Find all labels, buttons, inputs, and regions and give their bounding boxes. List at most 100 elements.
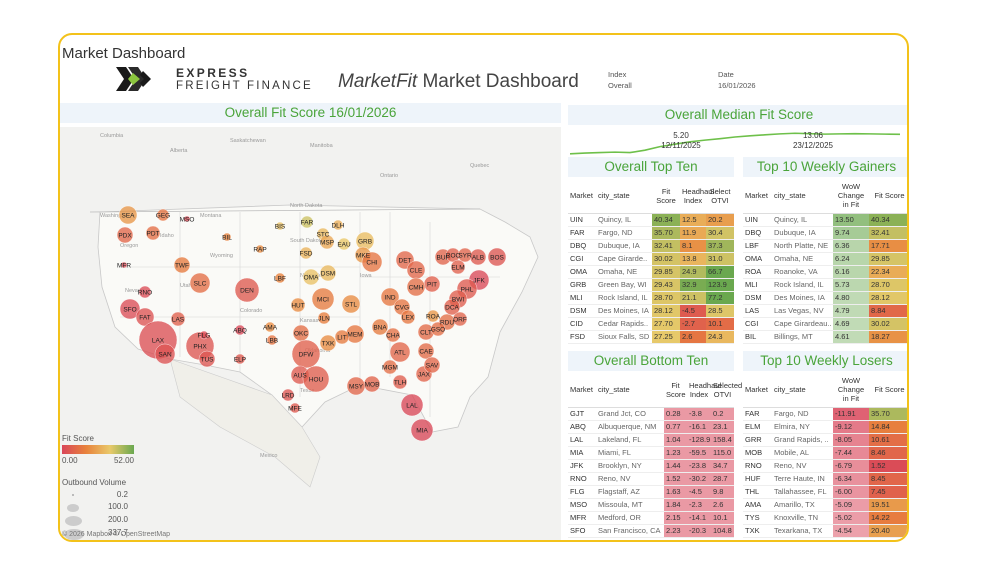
fit-score-map[interactable]: Columbia Alberta Saskatchewan Manitoba Ontar… [60,127,561,542]
date-filter[interactable]: Date 16/01/2026 [718,69,756,91]
market-bubble[interactable] [319,234,335,250]
market-bubble[interactable] [116,226,134,244]
table-row[interactable]: CGI Cape Girarde.. 30.02 13.8 31.0 [568,252,734,266]
table-row[interactable]: DSM Des Moines, IA 28.12 -4.5 28.5 [568,304,734,318]
table-row[interactable]: HUF Terre Haute, IN -6.34 8.45 [743,472,907,486]
market-bubble[interactable] [299,246,313,260]
market-bubble[interactable] [170,311,186,327]
market-bubble[interactable] [385,327,401,343]
table-row[interactable]: DBQ Dubuque, IA 9.74 32.41 [743,226,907,240]
column-header[interactable]: city_state [596,373,664,408]
market-bubble[interactable] [183,215,191,223]
market-bubble[interactable] [173,256,191,274]
market-bubble[interactable] [266,334,278,346]
table-row[interactable]: TYS Knoxville, TN -5.02 14.22 [743,511,907,525]
market-bubble[interactable] [189,272,211,294]
market-bubble[interactable] [319,264,337,282]
market-bubble[interactable] [138,285,152,299]
market-bubble[interactable] [406,277,426,297]
table-row[interactable]: GJT Grand Jct, CO 0.28 -3.8 0.2 [568,407,734,421]
index-value[interactable]: Overall [608,81,632,90]
market-bubble[interactable] [290,297,306,313]
market-bubble[interactable] [275,221,285,231]
market-bubble[interactable] [319,334,337,352]
market-bubble[interactable] [145,225,161,241]
table-row[interactable]: OMA Omaha, NE 6.24 29.85 [743,252,907,266]
market-bubble[interactable] [289,402,301,414]
table-row[interactable]: DSM Des Moines, IA 4.80 28.12 [743,291,907,305]
market-bubble[interactable] [291,339,321,369]
market-bubble[interactable] [199,330,209,340]
table-row[interactable]: ROA Roanoke, VA 6.16 22.34 [743,265,907,279]
market-bubble[interactable] [361,251,383,273]
table-row[interactable]: SFO San Francisco, CA 2.23 -20.3 104.8 [568,524,734,538]
table-row[interactable]: RNO Reno, NV 1.52 -30.2 28.7 [568,472,734,486]
market-bubble[interactable] [302,365,330,393]
table-row[interactable]: MLI Rock Island, IL 5.73 28.70 [743,278,907,292]
table-row[interactable]: GRR Grand Rapids, .. -8.05 10.61 [743,433,907,447]
table-row[interactable]: LAS Las Vegas, NV 4.79 8.84 [743,304,907,318]
market-bubble[interactable] [426,309,440,323]
market-bubble[interactable] [469,248,487,266]
market-bubble[interactable] [389,341,411,363]
table-row[interactable]: AMA Amarillo, TX -5.09 19.51 [743,498,907,512]
market-bubble[interactable] [154,343,176,365]
market-bubble[interactable] [234,324,246,336]
column-header[interactable]: Headhaul Index [680,179,714,214]
table-row[interactable]: MFR Medford, OR 2.15 -14.1 10.1 [568,511,734,525]
column-header[interactable]: Fit Score [869,179,907,214]
column-header[interactable]: Headhaul Index [687,373,721,408]
column-header[interactable]: WoW Change in Fit [833,373,869,408]
table-row[interactable]: MSO Missoula, MT 1.84 -2.3 2.6 [568,498,734,512]
market-bubble[interactable] [311,287,335,311]
market-bubble[interactable] [423,356,441,374]
market-bubble[interactable] [274,272,286,284]
market-bubble[interactable] [264,321,276,333]
market-bubble[interactable] [120,261,128,269]
column-header[interactable]: Fit Score [652,179,680,214]
market-bubble[interactable] [371,318,389,336]
date-value[interactable]: 16/01/2026 [718,81,756,90]
market-bubble[interactable] [487,247,507,267]
column-header[interactable]: Market [568,179,596,214]
column-header[interactable]: Market [743,373,772,408]
market-bubble[interactable] [443,298,461,316]
market-bubble[interactable] [255,244,265,254]
table-row[interactable]: LAL Lakeland, FL 1.04 -128.9 158.4 [568,433,734,447]
median-sparkline[interactable] [570,127,900,157]
market-bubble[interactable] [430,321,446,337]
market-bubble[interactable] [410,418,434,442]
market-bubble[interactable] [382,359,398,375]
market-bubble[interactable] [300,215,314,229]
market-bubble[interactable] [332,219,344,231]
market-bubble[interactable] [119,298,141,320]
market-bubble[interactable] [302,268,320,286]
table-row[interactable]: LBF North Platte, NE 6.36 17.71 [743,239,907,253]
map-canvas[interactable]: Columbia Alberta Saskatchewan Manitoba Ontar… [60,127,561,542]
table-row[interactable]: CID Cedar Rapids.. 27.70 -2.7 10.1 [568,317,734,331]
table-row[interactable]: ABQ Albuquerque, NM 0.77 -16.1 23.1 [568,420,734,434]
table-row[interactable]: TXK Texarkana, TX -4.54 20.40 [743,524,907,538]
table-row[interactable]: ELM Elmira, NY -9.12 14.84 [743,420,907,434]
table-row[interactable]: BIL Billings, MT 4.61 18.27 [743,330,907,344]
column-header[interactable]: Market [743,179,772,214]
market-bubble[interactable] [334,329,350,345]
market-bubble[interactable] [417,342,435,360]
market-bubble[interactable] [450,259,466,275]
table-row[interactable]: GRB Green Bay, WI 29.43 32.9 123.9 [568,278,734,292]
column-header[interactable]: Selected OTVI [711,373,742,408]
market-bubble[interactable] [337,237,351,251]
market-bubble[interactable] [156,208,170,222]
index-filter[interactable]: Index Overall [608,69,632,91]
market-bubble[interactable] [281,388,295,402]
table-row[interactable]: JFK Brooklyn, NY 1.44 -23.8 34.7 [568,459,734,473]
table-row[interactable]: FLG Flagstaff, AZ 1.63 -4.5 9.8 [568,485,734,499]
market-bubble[interactable] [118,205,138,225]
table-row[interactable]: MOB Mobile, AL -7.44 8.46 [743,446,907,460]
map-attribution[interactable]: © 2026 Mapbox © OpenStreetMap [62,531,170,538]
table-row[interactable]: OMA Omaha, NE 29.85 24.9 66.7 [568,265,734,279]
column-header[interactable]: WoW Change in Fit [833,179,869,214]
market-bubble[interactable] [234,277,260,303]
table-row[interactable]: THL Tallahassee, FL -6.00 7.45 [743,485,907,499]
market-bubble[interactable] [341,294,361,314]
